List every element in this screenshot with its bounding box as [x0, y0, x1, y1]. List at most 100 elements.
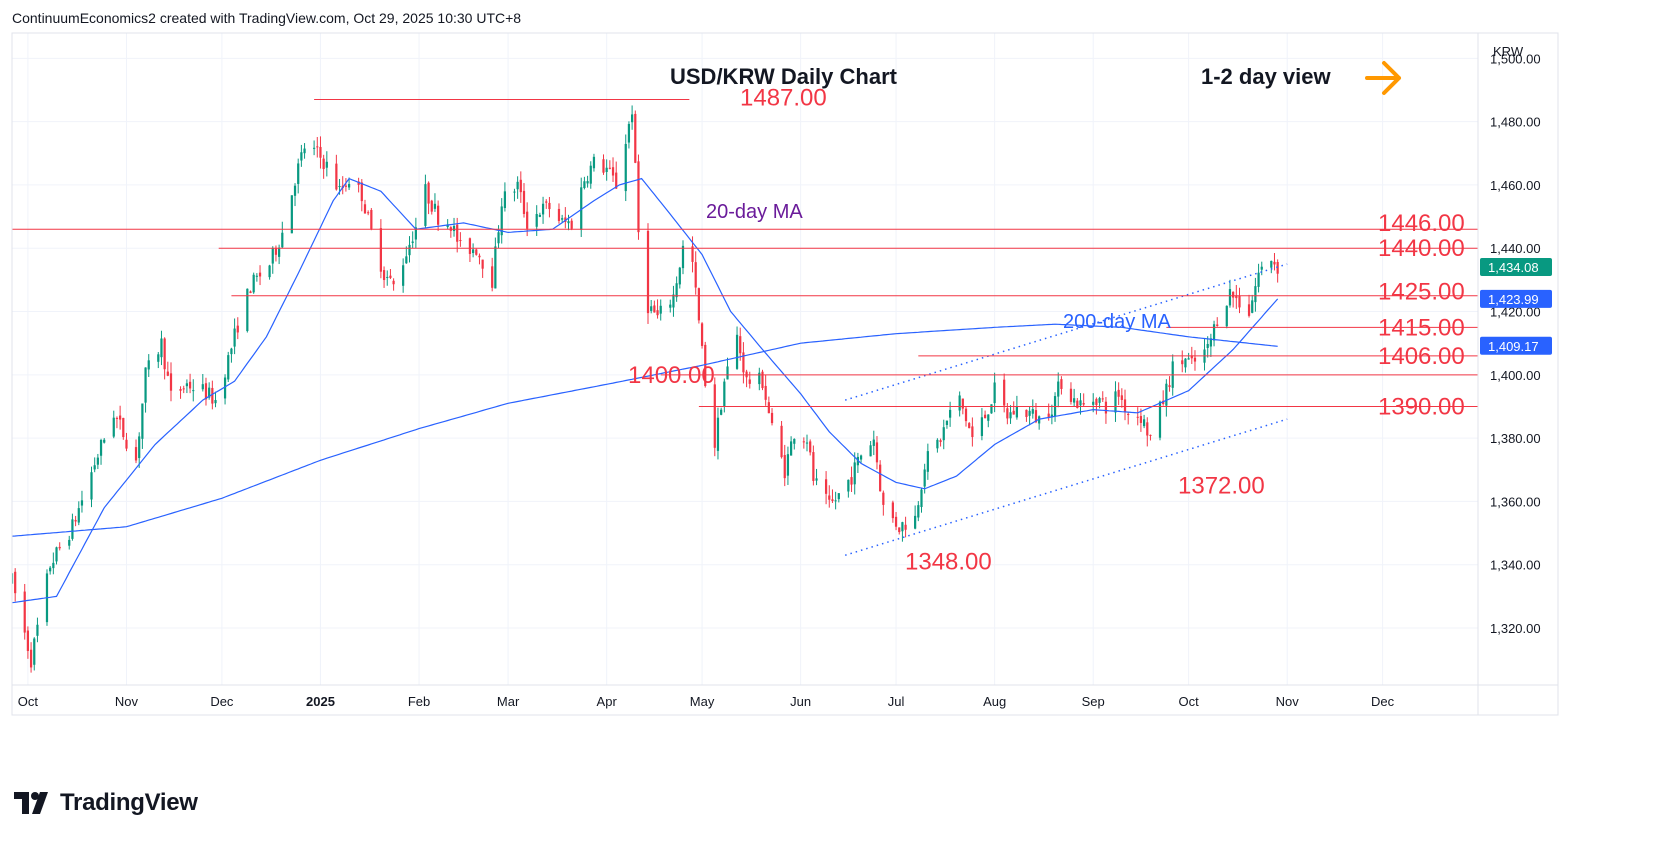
candle-body [993, 382, 996, 404]
candle-body [424, 184, 427, 226]
candle-body [1232, 291, 1235, 298]
candle-body [300, 152, 303, 161]
candle-body [720, 409, 723, 415]
candle-body [236, 325, 239, 333]
candle-body [185, 383, 189, 387]
level-label: 1400.00 [628, 362, 715, 389]
candle-body [430, 200, 433, 212]
candle-body [1181, 360, 1184, 365]
candle-body [335, 163, 338, 190]
candle-body [338, 186, 341, 188]
candle-body [1057, 381, 1060, 397]
candle-body [522, 190, 526, 214]
candle-body [1003, 379, 1006, 406]
candle-body [990, 404, 993, 414]
candle-body [1028, 410, 1031, 416]
candle-body [815, 478, 818, 481]
candle-body [748, 379, 751, 384]
swing-low-label: 1372.00 [1178, 472, 1265, 499]
candle-body [1273, 261, 1276, 265]
candle-body [602, 159, 605, 173]
candle-body [700, 323, 704, 346]
candle-body [627, 123, 631, 143]
candle-body [923, 469, 926, 487]
candle-body [942, 427, 945, 441]
candle-body [1095, 398, 1098, 406]
candle-body [608, 167, 611, 169]
candle-body [481, 259, 484, 269]
candle-body [119, 415, 122, 420]
candle-body [370, 209, 373, 229]
candle-body [93, 465, 96, 470]
candle-body [634, 113, 637, 163]
candle-body [561, 218, 564, 220]
candle-body [704, 344, 707, 387]
candle-body [891, 502, 894, 519]
candle-body [904, 524, 907, 530]
candle-body [1127, 413, 1130, 416]
channel-line [844, 418, 1288, 556]
candle-body [783, 455, 786, 479]
candle-body [363, 204, 367, 214]
candle-body [344, 185, 348, 187]
candle-body [1038, 416, 1041, 424]
candle-body [252, 274, 255, 293]
candle-body [1047, 413, 1050, 418]
candle-body [831, 499, 834, 501]
candle-body [564, 217, 567, 223]
candle-body [882, 492, 885, 505]
chart-attribution: ContinuumEconomics2 created with Trading… [12, 10, 522, 26]
candle-body [1206, 343, 1209, 348]
ma20-label: 20-day MA [706, 201, 803, 223]
candle-body [945, 420, 949, 425]
candle-body [201, 384, 204, 390]
candle-body [605, 167, 608, 173]
tradingview-logo[interactable]: TradingView [14, 788, 198, 818]
candle-body [452, 225, 456, 232]
time-tick-label: 2025 [306, 694, 335, 709]
price-tag [1480, 289, 1552, 308]
candle-body [169, 373, 173, 391]
candle-body [475, 249, 478, 255]
candle-body [809, 441, 812, 453]
candle-body [805, 442, 809, 444]
candle-body [347, 184, 351, 188]
candle-body [691, 246, 694, 262]
candle-body [936, 439, 939, 449]
candle-body [138, 436, 141, 459]
tradingview-logo-icon [14, 792, 48, 814]
candle-body [208, 387, 211, 398]
candle-body [1060, 379, 1063, 389]
time-tick-label: Mar [497, 694, 520, 709]
price-tick-label: 1,340.00 [1490, 558, 1541, 573]
time-axis[interactable]: Oct Nov Dec 2025 Feb Mar Apr May Jun Jul Aug Sep Oct… [18, 694, 1395, 709]
candle-body [964, 408, 968, 422]
candle-body [312, 147, 316, 149]
candle-body [12, 573, 14, 584]
candle-body [147, 360, 150, 370]
time-tick-label: Oct [1178, 694, 1199, 709]
candle-body [204, 383, 208, 400]
candle-body [1190, 355, 1193, 359]
candle-body [780, 425, 783, 458]
candle-body [1082, 403, 1085, 405]
candle-body [103, 439, 106, 443]
price-axis[interactable]: 1,320.00 1,340.00 1,360.00 1,380.00 1,400.00… [1490, 51, 1541, 636]
candle-body [392, 280, 395, 285]
candle-body [793, 438, 796, 444]
ma200-line [12, 323, 1278, 537]
time-tick-label: Aug [983, 694, 1006, 709]
candle-body [360, 182, 363, 202]
candle-body [1098, 398, 1101, 403]
candle-body [872, 439, 875, 446]
candle-body [402, 265, 405, 286]
candle-body [319, 146, 322, 158]
arrow-right-icon [1365, 61, 1401, 95]
candle-body [812, 452, 815, 481]
time-tick-label: Nov [1276, 694, 1300, 709]
candle-body [497, 232, 500, 244]
candle-body [223, 377, 227, 399]
candle-body [834, 500, 837, 502]
swing-low-label: 1348.00 [905, 548, 992, 575]
